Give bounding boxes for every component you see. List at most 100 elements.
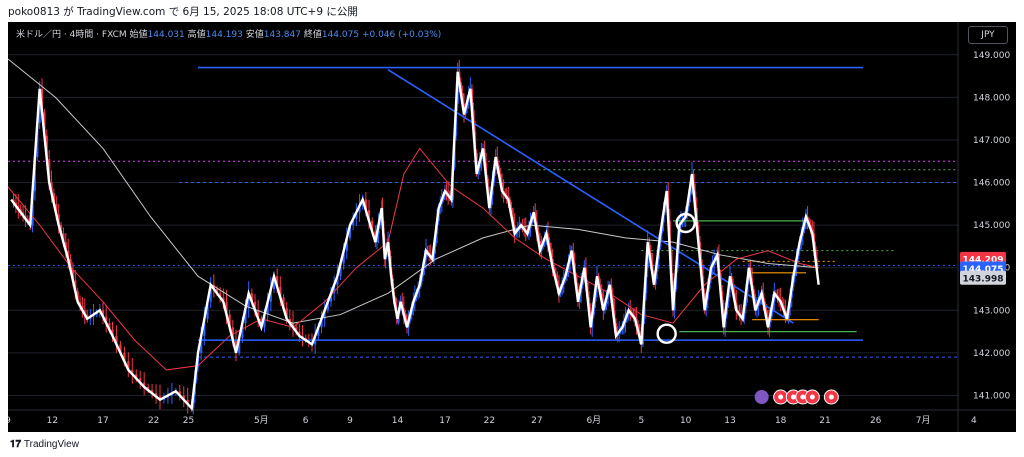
price-chart[interactable]: 149.000 148.000 147.000 146.000 145.000 144.0… [8, 22, 1016, 432]
high-value: 144.193 [205, 30, 243, 40]
x-tick-label: 10 [680, 416, 692, 426]
event-icon-lightning [754, 390, 769, 404]
y-tick-label: 143.000 [973, 306, 1010, 316]
x-tick-label: 6 [303, 416, 309, 426]
candle-body [355, 212, 358, 219]
candle-body [348, 225, 352, 238]
candle-body [119, 344, 122, 353]
ma-slow-line [8, 58, 819, 324]
x-tick-label: 9 [347, 416, 353, 426]
candle-body [111, 329, 114, 336]
logo-mark: 𝟏𝟕 [10, 439, 24, 450]
candle-body [364, 199, 367, 211]
open-value: 144.031 [147, 30, 185, 40]
candle-body [108, 323, 111, 330]
candle-body [367, 210, 371, 221]
event-icon-dot [778, 394, 784, 400]
close-label: 終値 [303, 30, 322, 40]
x-tick-label: 7月 [916, 415, 931, 426]
x-tick-label: 14 [392, 416, 404, 426]
zigzag-path [10, 71, 820, 411]
candle-body [339, 263, 342, 277]
candle-body [234, 340, 238, 353]
candle-body [200, 335, 203, 353]
candle-body [147, 386, 150, 391]
candle-body [244, 308, 247, 324]
candle-body [209, 284, 212, 302]
x-tick-label: 4 [971, 416, 977, 426]
candle-body [238, 337, 241, 353]
close-value: 144.075 [321, 30, 360, 40]
candle-body [272, 276, 276, 290]
candle-body [127, 361, 130, 370]
candle-body [101, 310, 105, 317]
high-label: 高値 [187, 30, 206, 40]
x-tick-label: 5 [638, 416, 644, 426]
candle-body [329, 293, 333, 302]
x-tick-label: 12 [47, 416, 58, 426]
x-tick-label: 25 [183, 416, 194, 426]
candle-body [212, 284, 215, 290]
event-icon-dot [800, 394, 806, 400]
candle-body [279, 286, 282, 298]
x-tick-label: 13 [724, 416, 735, 426]
candle-body [285, 308, 288, 319]
currency-button[interactable]: JPY [968, 26, 1008, 44]
x-tick-label: 5月 [254, 415, 269, 426]
candle-body [215, 289, 219, 294]
event-icon-dot [809, 394, 815, 400]
candle-body [135, 374, 138, 379]
x-tick-label: 18 [775, 416, 787, 426]
ma-fast-line [8, 147, 819, 371]
candle-body [131, 369, 134, 375]
x-tick-label: 17 [97, 416, 108, 426]
candle-body [250, 293, 253, 302]
candle-body [186, 399, 189, 404]
candle-body [317, 327, 320, 336]
candle-body [323, 310, 326, 319]
ohlc-legend: 米ドル／円 · 4時間 · FXCM 始値144.031 高値144.193 安… [16, 27, 441, 40]
candle-body [257, 310, 260, 319]
candle-body [228, 314, 231, 328]
candle-body [123, 352, 126, 362]
candle-body [154, 393, 158, 397]
footer: 𝟏𝟕 TradingView [0, 432, 1024, 457]
candle-body [143, 382, 146, 387]
candle-body [139, 378, 142, 383]
candle-body [105, 316, 108, 324]
candle-body [269, 289, 272, 302]
chart-canvas[interactable]: 149.000 148.000 147.000 146.000 145.000 144.0… [8, 22, 1016, 432]
y-tick-label: 141.000 [973, 391, 1010, 401]
candle-body [266, 301, 269, 315]
candle-body [371, 220, 374, 232]
x-tick-label: 9 [8, 416, 11, 426]
y-tick-label: 145.000 [973, 221, 1010, 231]
publish-header: poko0813 が TradingView.com で 6月 15, 2025… [0, 0, 1024, 22]
candle-body [115, 335, 118, 345]
candle-body [345, 237, 348, 251]
candle-body [288, 318, 291, 324]
open-label: 始値 [129, 30, 148, 40]
x-tick-label: 21 [819, 416, 830, 426]
candle-body [333, 284, 336, 294]
candle-body [247, 293, 250, 309]
candle-body [225, 301, 228, 315]
x-tick-label: 27 [531, 416, 542, 426]
candle-body [282, 297, 285, 309]
candle-body [263, 314, 266, 328]
low-label: 安値 [245, 30, 264, 40]
candle-body [336, 276, 339, 285]
y-tick-label: 146.000 [973, 179, 1010, 189]
candle-body [295, 327, 298, 332]
candle-body [178, 391, 181, 396]
price-label-text: 144.209 [963, 255, 1004, 265]
candle-body [358, 205, 361, 213]
candle-body [326, 301, 329, 311]
candle-body [182, 395, 185, 400]
price-label-text: 143.998 [963, 274, 1004, 284]
candle-body [158, 396, 162, 400]
candle-body [276, 276, 279, 287]
x-tick-label: 22 [148, 416, 159, 426]
tradingview-logo[interactable]: 𝟏𝟕 TradingView [10, 439, 79, 450]
y-tick-label: 148.000 [973, 93, 1010, 103]
